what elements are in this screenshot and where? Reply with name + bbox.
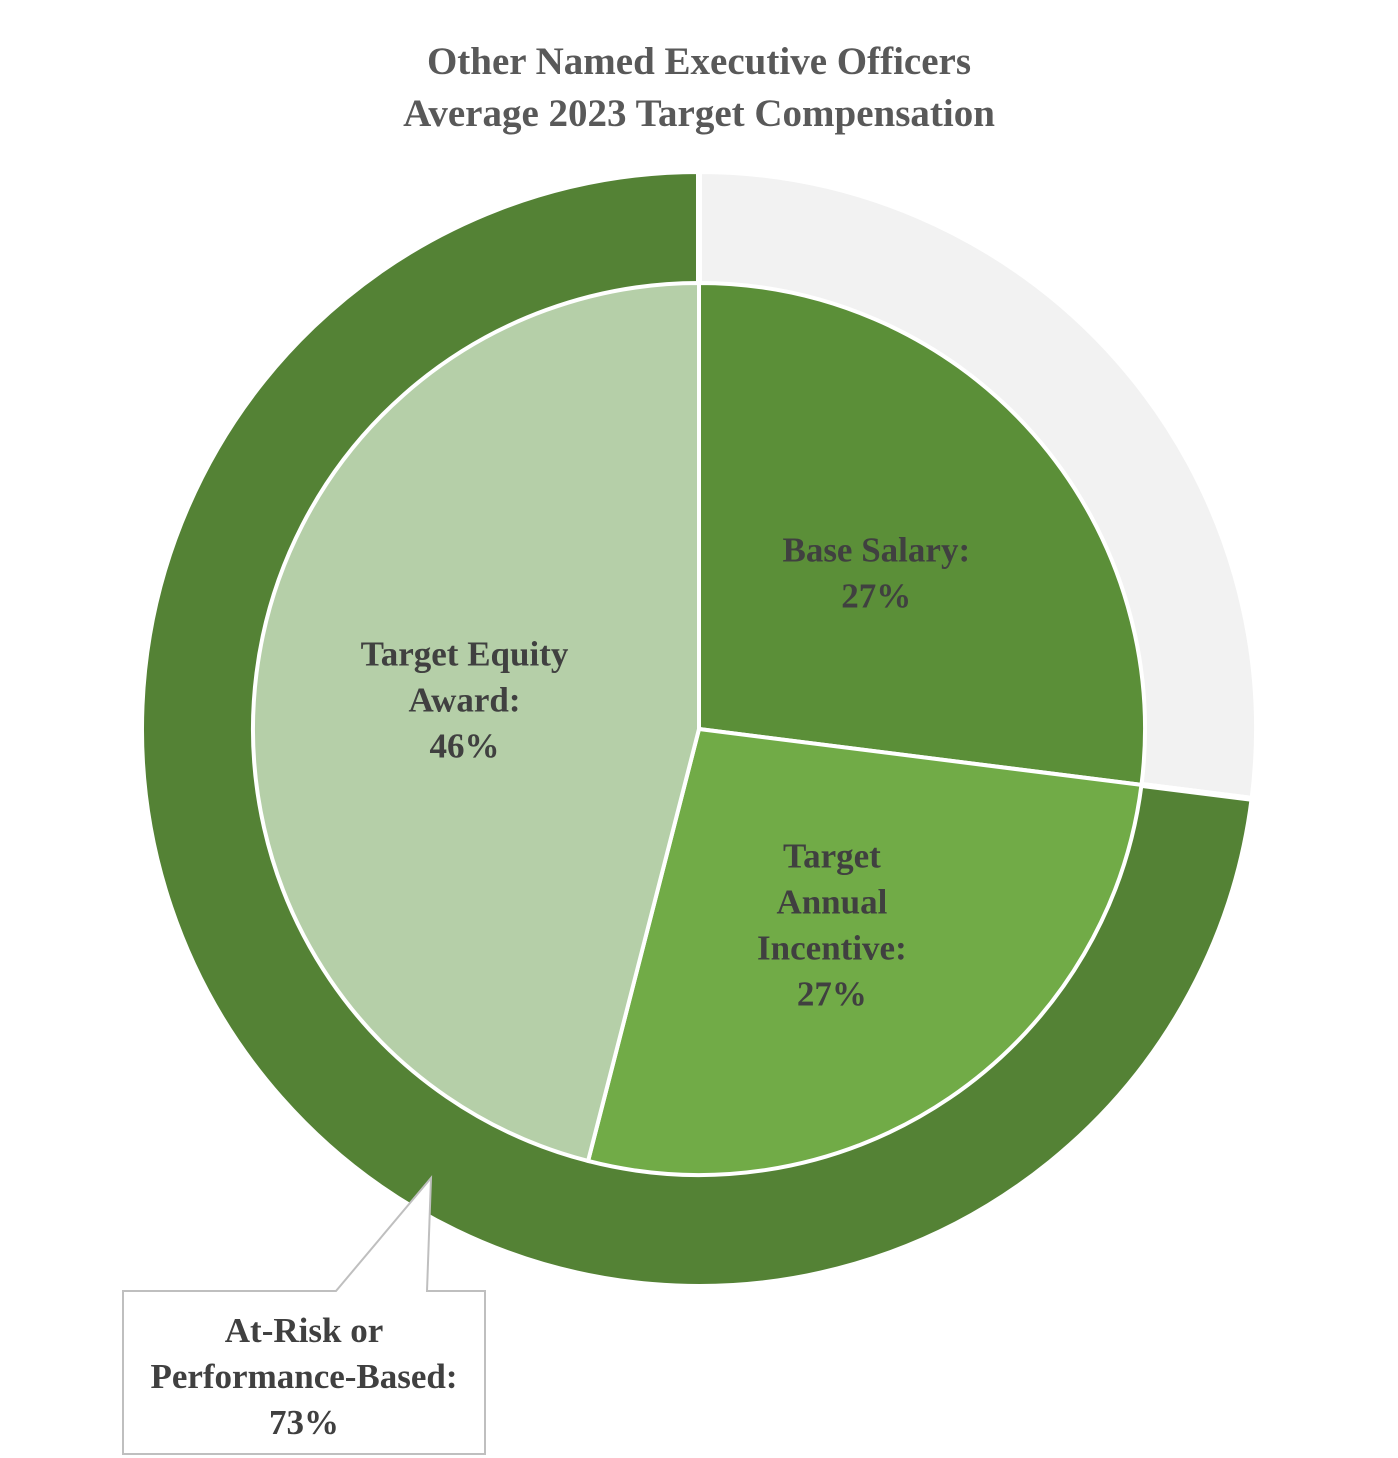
slice-labels: Base Salary: 27% Target Annual Incentive: 27%…	[361, 531, 971, 1014]
slice-label-line: 27%	[841, 577, 911, 616]
pie-slice-1	[697, 280, 1147, 788]
chart-title: Other Named Executive Officers Average 2…	[0, 36, 1398, 140]
slice-label-line: Target	[783, 837, 881, 876]
slice-label-line: Target Equity	[361, 634, 569, 673]
slice-label-line: 46%	[430, 726, 500, 765]
pie-slice-2	[585, 726, 1144, 1177]
callout-label-line: 73%	[269, 1403, 339, 1442]
chart-title-line-1: Other Named Executive Officers	[426, 40, 972, 83]
slice-label-line: Annual	[776, 883, 887, 922]
callout-label-line: At-Risk or	[225, 1311, 383, 1350]
slice-label-2: Target Annual Incentive: 27%	[757, 837, 907, 1014]
chart-title-line-2: Average 2023 Target Compensation	[403, 92, 995, 135]
at-risk-callout: At-Risk or Performance-Based: 73%	[122, 1175, 486, 1455]
slice-label-line: Award:	[408, 680, 520, 719]
slice-label-line: 27%	[797, 975, 867, 1014]
slice-label-line: Incentive:	[757, 929, 907, 968]
inner-pie	[251, 280, 1147, 1177]
slice-label-3: Target Equity Award: 46%	[361, 634, 569, 765]
slice-label-1: Base Salary: 27%	[782, 531, 970, 616]
callout-label: At-Risk or Performance-Based: 73%	[150, 1311, 457, 1442]
pie-slice-3	[251, 280, 701, 1164]
callout-label-line: Performance-Based:	[150, 1357, 457, 1396]
callout-box	[122, 1175, 486, 1455]
slice-label-line: Base Salary:	[782, 531, 970, 570]
